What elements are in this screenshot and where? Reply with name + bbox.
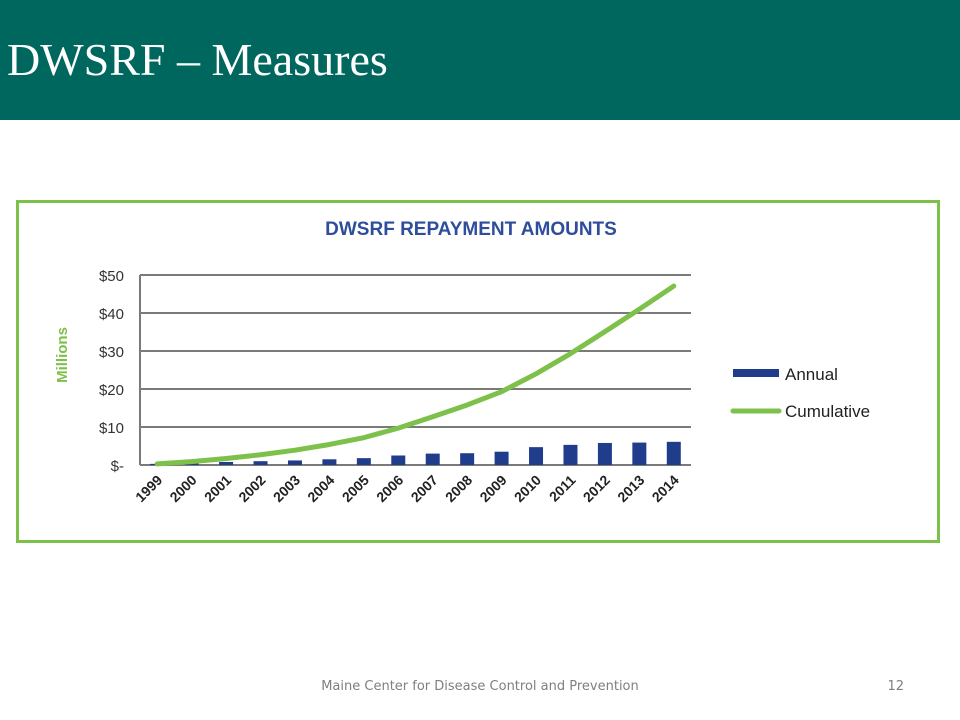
annual-bar <box>563 444 578 465</box>
footer-text: Maine Center for Disease Control and Pre… <box>321 679 639 694</box>
page-number: 12 <box>887 679 904 694</box>
x-tick-label: 2005 <box>339 472 372 505</box>
title-band <box>0 0 960 120</box>
legend-swatch-annual <box>733 369 779 377</box>
y-tick-label: $50 <box>99 268 124 285</box>
y-tick-label: $- <box>111 458 124 475</box>
x-tick-label: 2008 <box>442 472 475 505</box>
y-tick-label: $40 <box>99 306 124 323</box>
gridlines <box>139 274 691 466</box>
annual-bar <box>666 441 681 465</box>
legend-label-annual: Annual <box>785 365 838 384</box>
x-tick-label: 2001 <box>201 472 234 505</box>
annual-bar <box>597 442 612 465</box>
annual-bar <box>632 442 647 465</box>
annual-bar <box>425 453 440 465</box>
legend: Annual Cumulative <box>730 365 870 421</box>
x-tick-label: 2003 <box>270 472 303 505</box>
x-tick-labels: 1999 2000 2001 2002 2003 2004 2005 2006 2007 2008… <box>132 472 682 505</box>
chart-title: DWSRF REPAYMENT AMOUNTS <box>325 219 617 240</box>
x-tick-label: 1999 <box>132 472 165 505</box>
x-tick-label: 2014 <box>649 472 682 505</box>
x-tick-label: 2010 <box>511 472 544 505</box>
cumulative-line-group <box>154 283 677 467</box>
x-tick-label: 2000 <box>166 472 199 505</box>
x-tick-label: 2004 <box>304 472 337 505</box>
y-axis-label: Millions <box>54 327 71 383</box>
cumulative-line <box>154 283 677 467</box>
x-tick-label: 2012 <box>580 472 613 505</box>
x-tick-label: 2013 <box>614 472 647 505</box>
annual-bar <box>253 461 268 465</box>
annual-bar <box>494 451 509 465</box>
x-tick-label: 2002 <box>235 472 268 505</box>
annual-bar <box>322 459 337 465</box>
annual-bar <box>356 458 371 465</box>
chart-frame: DWSRF REPAYMENT AMOUNTS Millions $- $10 $2… <box>16 200 940 543</box>
annual-bar <box>391 455 406 465</box>
y-tick-label: $20 <box>99 382 124 399</box>
x-tick-label: 2009 <box>476 472 509 505</box>
x-tick-label: 2011 <box>546 472 579 505</box>
annual-bar <box>219 461 234 465</box>
y-tick-labels: $- $10 $20 $30 $40 $50 <box>99 268 124 475</box>
x-tick-label: 2007 <box>407 472 440 505</box>
slide-title: DWSRF – Measures <box>7 34 388 85</box>
legend-label-cumulative: Cumulative <box>785 402 870 421</box>
y-tick-label: $30 <box>99 344 124 361</box>
annual-bar <box>529 447 544 465</box>
annual-bars <box>150 441 681 465</box>
annual-bar <box>287 460 302 465</box>
x-tick-label: 2006 <box>373 472 406 505</box>
y-tick-label: $10 <box>99 420 124 437</box>
repayment-chart: DWSRF REPAYMENT AMOUNTS Millions $- $10 $2… <box>54 219 870 505</box>
annual-bar <box>460 453 475 465</box>
